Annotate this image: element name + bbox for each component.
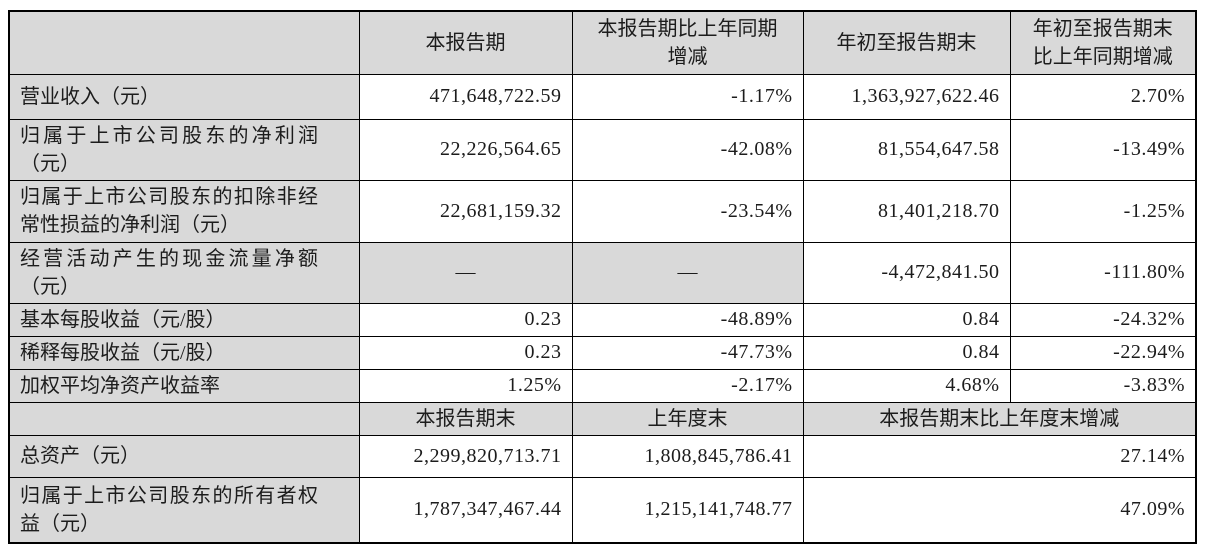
operating-cash-flow-ytd: -4,472,841.50	[802, 241, 1011, 304]
weighted-avg-roe-ytd: 4.68%	[802, 368, 1011, 403]
weighted-avg-roe-yoy: -2.17%	[571, 368, 804, 403]
header-period-end: 本报告期末	[358, 401, 573, 436]
header-row-section1: 本报告期 本报告期比上年同期 增减 年初至报告期末 年初至报告期末 比上年同期增…	[8, 10, 1197, 75]
table-row-total-assets: 总资产（元） 2,299,820,713.71 1,808,845,786.41…	[8, 434, 1197, 478]
table-row-net-profit-deducted: 归属于上市公司股东的扣除非经常性损益的净利润（元） 22,681,159.32 …	[8, 179, 1197, 243]
table-row-revenue: 营业收入（元） 471,648,722.59 -1.17% 1,363,927,…	[8, 73, 1197, 120]
header2-blank-cell	[8, 401, 360, 436]
net-profit-ytd: 81,554,647.58	[802, 118, 1011, 181]
equity-label: 归属于上市公司股东的所有者权益（元）	[8, 476, 360, 544]
equity-period-end: 1,787,347,467.44	[358, 476, 573, 544]
header-yoy-change-line2: 增减	[667, 45, 708, 68]
total-assets-change: 27.14%	[802, 434, 1197, 478]
operating-cash-flow-label: 经营活动产生的现金流量净额（元）	[8, 241, 360, 304]
basic-eps-yoy: -48.89%	[571, 302, 804, 337]
revenue-ytd-yoy: 2.70%	[1009, 73, 1197, 120]
total-assets-label: 总资产（元）	[8, 434, 360, 478]
header-row-section2: 本报告期末 上年度末 本报告期末比上年度末增减	[8, 401, 1197, 436]
net-profit-current: 22,226,564.65	[358, 118, 573, 181]
key-financials-table-container: 本报告期 本报告期比上年同期 增减 年初至报告期末 年初至报告期末 比上年同期增…	[8, 10, 1197, 544]
header-yoy-change: 本报告期比上年同期 增减	[571, 10, 804, 75]
header-prev-year-end: 上年度末	[571, 401, 804, 436]
key-financials-table: 本报告期 本报告期比上年同期 增减 年初至报告期末 年初至报告期末 比上年同期增…	[8, 10, 1197, 544]
table-row-net-profit: 归属于上市公司股东的净利润（元） 22,226,564.65 -42.08% 8…	[8, 118, 1197, 181]
basic-eps-label: 基本每股收益（元/股）	[8, 302, 360, 337]
operating-cash-flow-ytd-yoy: -111.80%	[1009, 241, 1197, 304]
net-profit-ytd-yoy: -13.49%	[1009, 118, 1197, 181]
total-assets-prev-year-end: 1,808,845,786.41	[571, 434, 804, 478]
table-row-weighted-avg-roe: 加权平均净资产收益率 1.25% -2.17% 4.68% -3.83%	[8, 368, 1197, 403]
diluted-eps-current: 0.23	[358, 335, 573, 370]
revenue-current: 471,648,722.59	[358, 73, 573, 120]
table-row-basic-eps: 基本每股收益（元/股） 0.23 -48.89% 0.84 -24.32%	[8, 302, 1197, 337]
table-row-operating-cash-flow: 经营活动产生的现金流量净额（元） — — -4,472,841.50 -111.…	[8, 241, 1197, 304]
net-profit-deducted-ytd-yoy: -1.25%	[1009, 179, 1197, 243]
header-ytd: 年初至报告期末	[802, 10, 1011, 75]
header-yoy-change-line1: 本报告期比上年同期	[597, 17, 778, 40]
weighted-avg-roe-current: 1.25%	[358, 368, 573, 403]
basic-eps-ytd: 0.84	[802, 302, 1011, 337]
net-profit-deducted-yoy: -23.54%	[571, 179, 804, 243]
net-profit-deducted-current: 22,681,159.32	[358, 179, 573, 243]
header-ytd-yoy-change: 年初至报告期末 比上年同期增减	[1009, 10, 1197, 75]
diluted-eps-ytd: 0.84	[802, 335, 1011, 370]
header-change-vs-prev-year-end: 本报告期末比上年度末增减	[802, 401, 1197, 436]
equity-prev-year-end: 1,215,141,748.77	[571, 476, 804, 544]
diluted-eps-ytd-yoy: -22.94%	[1009, 335, 1197, 370]
weighted-avg-roe-ytd-yoy: -3.83%	[1009, 368, 1197, 403]
equity-change: 47.09%	[802, 476, 1197, 544]
total-assets-period-end: 2,299,820,713.71	[358, 434, 573, 478]
header-ytd-yoy-line2: 比上年同期增减	[1032, 45, 1173, 68]
weighted-avg-roe-label: 加权平均净资产收益率	[8, 368, 360, 403]
diluted-eps-label: 稀释每股收益（元/股）	[8, 335, 360, 370]
basic-eps-ytd-yoy: -24.32%	[1009, 302, 1197, 337]
table-row-diluted-eps: 稀释每股收益（元/股） 0.23 -47.73% 0.84 -22.94%	[8, 335, 1197, 370]
net-profit-yoy: -42.08%	[571, 118, 804, 181]
table-row-equity: 归属于上市公司股东的所有者权益（元） 1,787,347,467.44 1,21…	[8, 476, 1197, 544]
net-profit-deducted-ytd: 81,401,218.70	[802, 179, 1011, 243]
operating-cash-flow-current-dash: —	[358, 241, 573, 304]
header-blank-cell	[8, 10, 360, 75]
net-profit-label: 归属于上市公司股东的净利润（元）	[8, 118, 360, 181]
header-current-period: 本报告期	[358, 10, 573, 75]
revenue-label: 营业收入（元）	[8, 73, 360, 120]
revenue-yoy: -1.17%	[571, 73, 804, 120]
header-ytd-yoy-line1: 年初至报告期末	[1032, 17, 1173, 40]
diluted-eps-yoy: -47.73%	[571, 335, 804, 370]
revenue-ytd: 1,363,927,622.46	[802, 73, 1011, 120]
basic-eps-current: 0.23	[358, 302, 573, 337]
net-profit-deducted-label: 归属于上市公司股东的扣除非经常性损益的净利润（元）	[8, 179, 360, 243]
operating-cash-flow-yoy-dash: —	[571, 241, 804, 304]
